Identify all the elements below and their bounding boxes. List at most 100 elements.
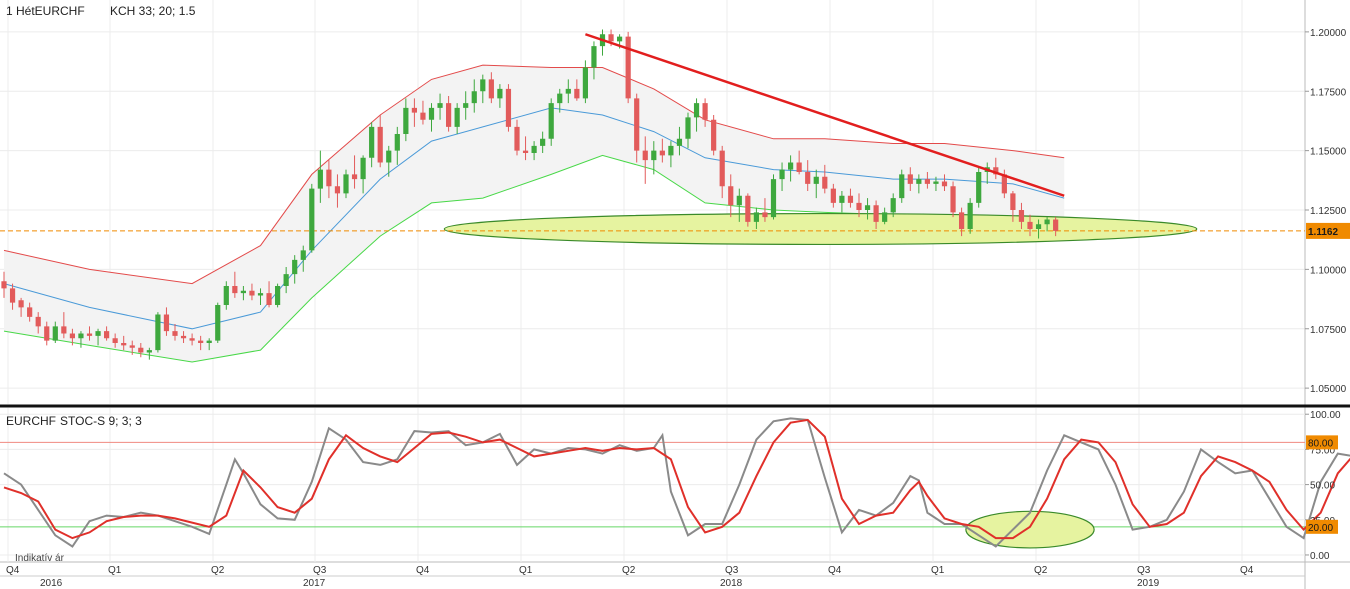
quarter-label: Q4: [828, 565, 842, 576]
candle-body: [446, 103, 452, 127]
candle-body: [582, 67, 588, 99]
time-axis: Q4 Q1 Q2 Q3 Q4 Q1 Q2 Q3 Q4 Q1 Q2 Q3 Q4 2016 2017 2018 20…: [0, 565, 1305, 589]
candle-body: [634, 98, 640, 151]
price-tick-label: 1.12500: [1310, 206, 1347, 217]
footnote-text: Indikatív ár: [15, 553, 65, 564]
candle-body: [69, 333, 75, 339]
price-tick-label: 1.17500: [1310, 87, 1347, 98]
candle-body: [651, 150, 657, 161]
price-tick-label: 1.05000: [1310, 384, 1347, 395]
candle-body: [514, 126, 520, 151]
keltner-upper-line: [3, 64, 1065, 285]
level-badge: [1306, 435, 1338, 450]
candle-body: [86, 333, 93, 336]
quarter-label: Q1: [108, 565, 122, 576]
candle-body: [18, 300, 24, 308]
candle-body: [394, 134, 400, 151]
candle-body: [907, 174, 913, 184]
candle-body: [873, 205, 879, 222]
candle-body: [540, 138, 546, 146]
candle-body: [112, 338, 118, 343]
candle-body: [155, 314, 161, 351]
candle-body: [685, 117, 691, 139]
candle-body: [343, 174, 349, 194]
candle-body: [206, 340, 212, 343]
candle-body: [428, 107, 435, 120]
stoch-tick-label: 75.00: [1310, 445, 1335, 456]
candle-body: [753, 212, 759, 222]
candle-body: [959, 212, 965, 229]
candle-body: [728, 186, 734, 206]
candle-body: [326, 169, 332, 187]
candle-body: [993, 167, 999, 175]
oversold-zone-ellipse: [965, 510, 1095, 549]
candle-body: [283, 274, 289, 286]
candle-body: [642, 150, 648, 161]
quarter-label: Q4: [1240, 565, 1254, 576]
candle-body: [719, 150, 725, 187]
candle-body: [882, 212, 888, 222]
candle-body: [762, 212, 768, 218]
price-axis: 1.20000 1.17500 1.15000 1.12500 1.10000 1.075…: [1305, 28, 1347, 395]
candle-body: [1027, 221, 1033, 229]
price-tick-label: 1.20000: [1310, 28, 1347, 39]
candle-body: [386, 150, 392, 163]
year-label: 2019: [1137, 578, 1160, 589]
candle-body: [275, 286, 281, 305]
candle-body: [95, 331, 101, 336]
candle-body: [334, 186, 341, 194]
candle-body: [916, 179, 922, 184]
candle-body: [180, 335, 187, 339]
candles-group: [1, 29, 1059, 360]
candle-body: [676, 138, 683, 146]
candle-body: [454, 107, 460, 127]
candle-body: [480, 79, 486, 92]
candle-body: [351, 174, 358, 180]
candle-body: [488, 79, 494, 99]
candle-body: [1010, 193, 1016, 210]
quarter-label: Q2: [211, 565, 225, 576]
candle-body: [711, 119, 717, 151]
candle-body: [659, 150, 665, 156]
current-price-badge: [1306, 222, 1350, 239]
candle-body: [788, 162, 794, 170]
candle-body: [1044, 219, 1050, 225]
price-tick-label: 1.07500: [1310, 325, 1347, 336]
candle-body: [497, 88, 503, 99]
quarter-label: Q3: [725, 565, 739, 576]
candle-body: [44, 326, 50, 341]
stoch-tick-label: 0.00: [1310, 551, 1330, 562]
quarter-label: Q2: [622, 565, 636, 576]
candle-body: [420, 112, 426, 120]
candle-body: [899, 174, 905, 199]
level-badge-label: 20.00: [1308, 523, 1333, 534]
candle-body: [78, 333, 84, 339]
candle-body: [215, 305, 221, 341]
candle-body: [257, 293, 264, 296]
candle-body: [745, 195, 751, 222]
candle-body: [779, 169, 785, 180]
level-badge: [1306, 519, 1338, 534]
candle-body: [369, 126, 375, 158]
candle-body: [625, 36, 631, 99]
quarter-label: Q1: [931, 565, 945, 576]
candle-body: [548, 103, 554, 139]
candle-body: [847, 195, 854, 203]
candle-body: [52, 326, 58, 341]
candle-body: [924, 179, 930, 184]
price-tick-label: 1.10000: [1310, 265, 1347, 276]
year-label: 2018: [720, 578, 743, 589]
candle-body: [471, 91, 477, 104]
candle-body: [138, 347, 144, 353]
candle-body: [292, 259, 298, 275]
candle-body: [976, 172, 982, 203]
candle-body: [805, 172, 811, 184]
support-zone-ellipse: [443, 212, 1198, 246]
candle-body: [403, 107, 409, 134]
candle-body: [1001, 174, 1007, 194]
candle-body: [822, 176, 828, 189]
sub-gridlines: [0, 408, 1305, 562]
candle-body: [198, 340, 204, 343]
candle-body: [61, 326, 67, 334]
candle-body: [129, 345, 135, 348]
